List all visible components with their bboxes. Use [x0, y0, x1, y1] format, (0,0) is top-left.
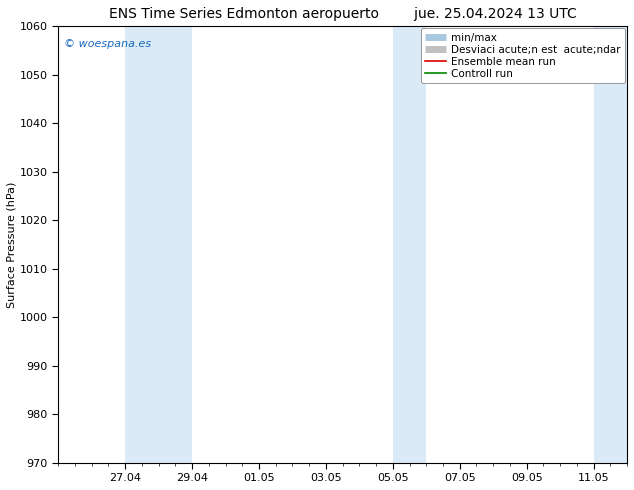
Bar — [125, 26, 192, 463]
Y-axis label: Surface Pressure (hPa): Surface Pressure (hPa) — [7, 181, 17, 308]
Title: ENS Time Series Edmonton aeropuerto        jue. 25.04.2024 13 UTC: ENS Time Series Edmonton aeropuerto jue.… — [109, 7, 576, 21]
Bar — [393, 26, 426, 463]
Text: © woespana.es: © woespana.es — [64, 39, 151, 49]
Bar — [593, 26, 627, 463]
Legend: min/max, Desviaci acute;n est  acute;ndar, Ensemble mean run, Controll run: min/max, Desviaci acute;n est acute;ndar… — [421, 28, 625, 83]
